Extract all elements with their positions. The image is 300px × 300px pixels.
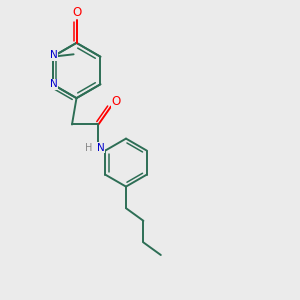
Text: H: H <box>85 143 92 154</box>
Text: N: N <box>50 50 58 60</box>
Text: N: N <box>97 142 105 153</box>
Text: O: O <box>72 5 81 19</box>
Text: O: O <box>112 94 121 108</box>
Text: N: N <box>50 79 58 89</box>
